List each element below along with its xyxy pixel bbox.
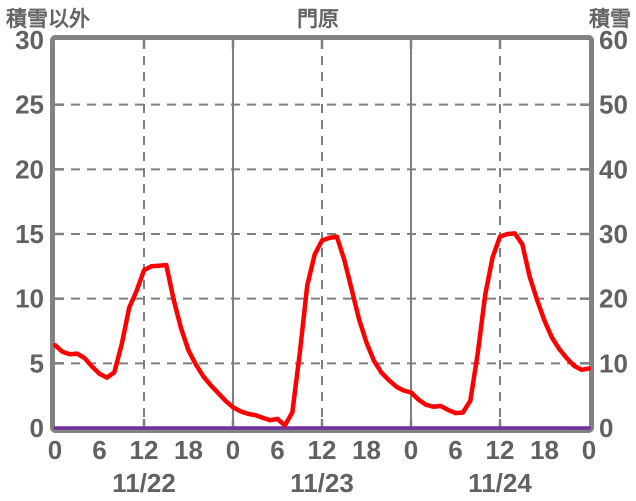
left-axis-label: 5 (30, 348, 44, 378)
right-axis-label: 60 (599, 25, 628, 55)
x-axis-hour-label: 0 (582, 435, 596, 465)
x-axis-hour-label: 6 (270, 435, 284, 465)
left-axis-title: 積雪以外 (6, 8, 90, 31)
left-axis-label: 25 (15, 90, 44, 120)
series-line-other-than-snow (52, 231, 592, 428)
chart-title: 門原 (297, 8, 339, 31)
x-axis-hour-label: 0 (48, 435, 62, 465)
right-axis-label: 50 (599, 90, 628, 120)
left-axis-label: 10 (15, 284, 44, 314)
x-axis-date-label: 11/23 (290, 468, 354, 498)
x-axis-date-label: 11/22 (112, 468, 176, 498)
left-axis-label: 0 (30, 413, 44, 443)
x-axis-hour-label: 18 (352, 435, 381, 465)
x-axis-hour-label: 12 (308, 435, 337, 465)
x-axis-date-label: 11/24 (468, 468, 532, 498)
left-axis-label: 15 (15, 219, 44, 249)
x-axis-hour-label: 6 (92, 435, 106, 465)
left-axis-label: 20 (15, 154, 44, 184)
x-axis-hour-label: 18 (530, 435, 559, 465)
x-axis-hour-label: 12 (130, 435, 159, 465)
plot-frame (50, 35, 594, 433)
x-axis-hour-label: 0 (404, 435, 418, 465)
left-axis-label: 30 (15, 25, 44, 55)
right-axis-label: 10 (599, 348, 628, 378)
x-axis-hour-label: 6 (448, 435, 462, 465)
right-axis-label: 20 (599, 284, 628, 314)
right-axis-label: 40 (599, 154, 628, 184)
right-axis-title: 積雪 (589, 8, 631, 31)
right-axis-label: 0 (599, 413, 613, 443)
x-axis-hour-label: 18 (174, 435, 203, 465)
right-axis-label: 30 (599, 219, 628, 249)
x-axis-hour-label: 12 (486, 435, 515, 465)
x-axis-hour-label: 0 (226, 435, 240, 465)
